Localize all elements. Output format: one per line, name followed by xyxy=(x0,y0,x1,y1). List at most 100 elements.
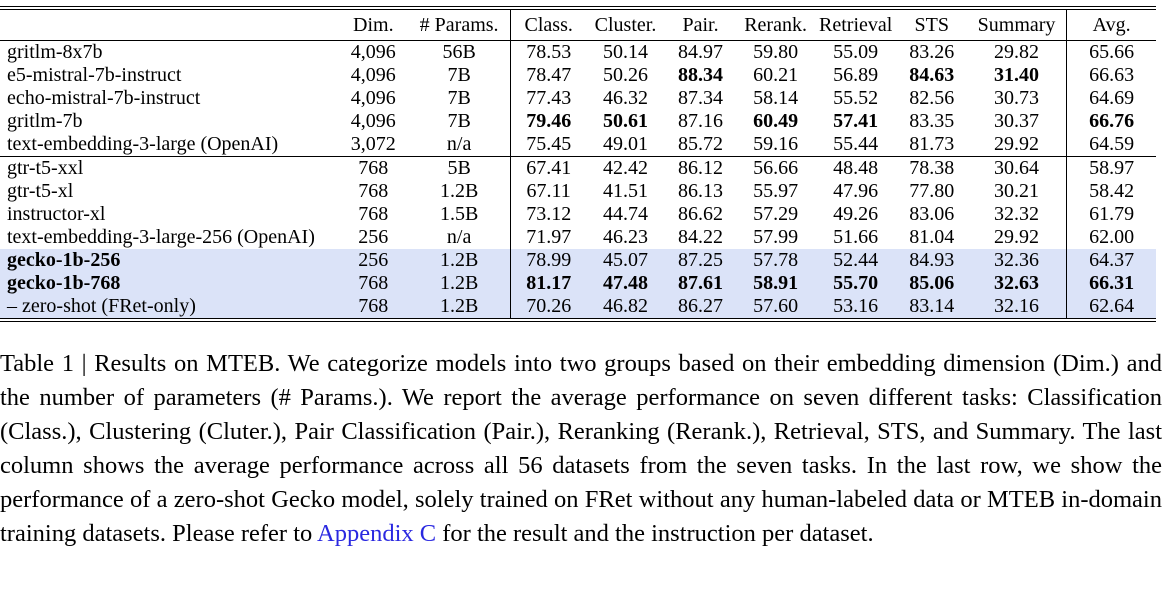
cell-retrieval: 55.52 xyxy=(833,87,879,109)
cell-dim: 256 xyxy=(358,249,389,271)
cell-params: n/a xyxy=(446,226,472,248)
table-row: text-embedding-3-large (OpenAI) 3,072 n/a 7… xyxy=(0,133,1156,157)
cell-summary: 30.21 xyxy=(994,180,1040,202)
header-params: # Params. xyxy=(408,9,511,41)
cell-sts: 83.26 xyxy=(909,41,955,63)
cell-rerank: 57.29 xyxy=(753,203,799,225)
cell-summary: 32.36 xyxy=(994,249,1040,271)
cell-cluster: 49.01 xyxy=(603,133,648,155)
cell-retrieval: 55.44 xyxy=(833,133,879,155)
cell-retrieval: 56.89 xyxy=(833,64,879,86)
table-row: gritlm-8x7b 4,096 56B 78.53 50.14 84.97 59.80 5… xyxy=(0,40,1156,64)
cell-params: 1.2B xyxy=(439,272,479,294)
model-name-cell: gritlm-7b xyxy=(7,110,83,132)
cell-rerank: 57.60 xyxy=(753,295,799,317)
cell-retrieval: 48.48 xyxy=(814,156,897,180)
cell-sts: 77.80 xyxy=(909,180,955,202)
cell-avg: 58.97 xyxy=(1066,156,1156,180)
cell-avg: 64.37 xyxy=(1066,249,1156,272)
header-summary: Summary xyxy=(966,9,1067,41)
results-table: Dim. # Params. Class. Cluster. Pair. Rer… xyxy=(0,9,1156,319)
cell-cluster: 44.74 xyxy=(603,203,648,225)
cell-sts: 82.56 xyxy=(909,87,955,109)
model-name-cell: gecko-1b-768 xyxy=(7,272,121,294)
model-name-cell: instructor-xl xyxy=(7,203,106,225)
cell-class: 77.43 xyxy=(509,87,587,110)
cell-params: 7B xyxy=(447,87,471,109)
cell-retrieval: 55.09 xyxy=(833,41,879,63)
cell-summary: 32.63 xyxy=(994,272,1040,294)
cell-cluster: 46.23 xyxy=(603,226,648,248)
cell-cluster: 46.82 xyxy=(603,295,648,317)
cell-dim: 256 xyxy=(358,226,389,248)
cell-cluster: 45.07 xyxy=(603,249,648,271)
table-row: gtr-t5-xxl 768 5B 67.41 42.42 86.12 56.66 48.48… xyxy=(0,156,1156,180)
header-avg: Avg. xyxy=(1066,9,1156,41)
cell-class: 78.99 xyxy=(509,249,587,272)
cell-avg: 61.79 xyxy=(1066,203,1156,226)
cell-class: 67.41 xyxy=(509,156,587,180)
model-name-cell: – zero-shot (FRet-only) xyxy=(7,295,196,317)
cell-cluster: 50.61 xyxy=(603,110,648,132)
cell-sts: 83.14 xyxy=(909,295,955,317)
cell-summary: 32.32 xyxy=(994,203,1040,225)
cell-rerank: 60.49 xyxy=(753,110,799,132)
table-caption: Table 1 | Results on MTEB. We categorize… xyxy=(0,347,1162,551)
cell-rerank: 60.21 xyxy=(753,64,799,86)
cell-retrieval: 47.96 xyxy=(833,180,879,202)
model-name-cell: gecko-1b-256 xyxy=(7,249,121,271)
cell-pair: 86.27 xyxy=(678,295,724,317)
cell-dim: 4,096 xyxy=(350,64,396,86)
cell-sts: 83.35 xyxy=(909,110,955,132)
header-sts: STS xyxy=(896,9,967,41)
cell-sts: 78.38 xyxy=(896,156,967,180)
cell-params: 7B xyxy=(447,110,471,132)
table-group-large-dim: gritlm-8x7b 4,096 56B 78.53 50.14 84.97 59.80 5… xyxy=(0,40,1156,157)
table-row: gecko-1b-256 256 1.2B 78.99 45.07 87.25 57.78 5… xyxy=(0,249,1156,272)
cell-avg: 66.76 xyxy=(1066,110,1156,133)
table-header-row: Dim. # Params. Class. Cluster. Pair. Rer… xyxy=(0,9,1156,41)
cell-summary: 32.16 xyxy=(994,295,1040,317)
table-row: echo-mistral-7b-instruct 4,096 7B 77.43 46.3… xyxy=(0,87,1156,110)
cell-avg: 66.63 xyxy=(1066,64,1156,87)
table-row: e5-mistral-7b-instruct 4,096 7B 78.47 50.26 8… xyxy=(0,64,1156,87)
cell-retrieval: 53.16 xyxy=(833,295,879,317)
cell-dim: 768 xyxy=(358,295,389,317)
cell-dim: 4,096 xyxy=(350,41,396,63)
cell-class: 70.26 xyxy=(509,295,587,319)
cell-params: 1.5B xyxy=(439,203,479,225)
model-name-cell: text-embedding-3-large (OpenAI) xyxy=(7,133,279,155)
model-name-cell: text-embedding-3-large-256 (OpenAI) xyxy=(7,226,315,248)
cell-pair: 87.16 xyxy=(678,110,724,132)
cell-sts: 85.06 xyxy=(909,272,955,294)
cell-dim: 4,096 xyxy=(350,87,396,109)
cell-params: 1.2B xyxy=(439,249,479,271)
appendix-c-link[interactable]: Appendix C xyxy=(317,520,437,547)
caption-text-after: for the result and the instruction per d… xyxy=(436,520,874,547)
table-row: – zero-shot (FRet-only) 768 1.2B 70.26 46.82… xyxy=(0,295,1156,319)
cell-params: 5B xyxy=(408,156,511,180)
cell-params: 1.2B xyxy=(439,180,479,202)
cell-class: 78.47 xyxy=(509,64,587,87)
cell-class: 73.12 xyxy=(509,203,587,226)
header-model xyxy=(0,9,339,41)
cell-avg: 64.69 xyxy=(1066,87,1156,110)
cell-sts: 84.63 xyxy=(909,64,955,86)
cell-rerank: 56.66 xyxy=(736,156,815,180)
cell-cluster: 47.48 xyxy=(603,272,648,294)
cell-pair: 84.97 xyxy=(678,41,724,63)
cell-pair: 87.34 xyxy=(678,87,724,109)
cell-avg: 64.59 xyxy=(1066,133,1156,157)
cell-rerank: 55.97 xyxy=(753,180,799,202)
model-name-cell: gtr-t5-xxl xyxy=(0,156,339,180)
table-row: gtr-t5-xl 768 1.2B 67.11 41.51 86.13 55.97 47.9… xyxy=(0,180,1156,203)
table-row: gecko-1b-768 768 1.2B 81.17 47.48 87.61 58.91 5… xyxy=(0,272,1156,295)
cell-avg: 58.42 xyxy=(1066,180,1156,203)
cell-rerank: 57.99 xyxy=(753,226,799,248)
cell-params: 7B xyxy=(447,64,471,86)
cell-pair: 86.12 xyxy=(664,156,737,180)
cell-sts: 81.73 xyxy=(909,133,955,155)
cell-pair: 88.34 xyxy=(678,64,724,86)
cell-sts: 81.04 xyxy=(909,226,955,248)
